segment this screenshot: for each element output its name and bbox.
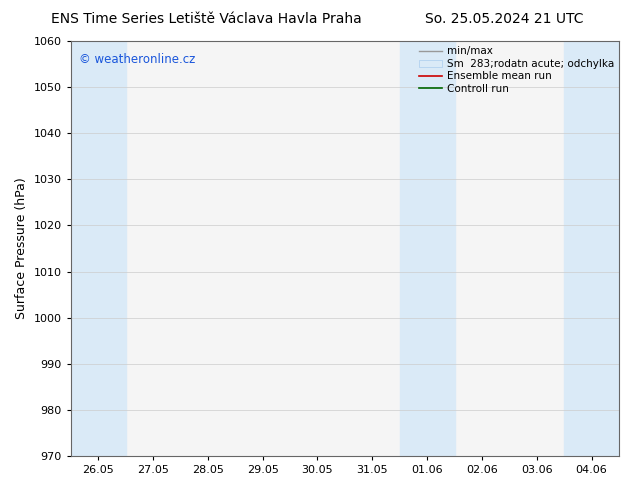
Bar <box>564 41 619 456</box>
Text: © weatheronline.cz: © weatheronline.cz <box>79 53 195 67</box>
Bar <box>399 41 455 456</box>
Legend: min/max, Sm  283;rodatn acute; odchylka, Ensemble mean run, Controll run: min/max, Sm 283;rodatn acute; odchylka, … <box>417 44 616 96</box>
Bar <box>71 41 126 456</box>
Y-axis label: Surface Pressure (hPa): Surface Pressure (hPa) <box>15 178 28 319</box>
Text: So. 25.05.2024 21 UTC: So. 25.05.2024 21 UTC <box>425 12 583 26</box>
Text: ENS Time Series Letiště Václava Havla Praha: ENS Time Series Letiště Václava Havla Pr… <box>51 12 361 26</box>
